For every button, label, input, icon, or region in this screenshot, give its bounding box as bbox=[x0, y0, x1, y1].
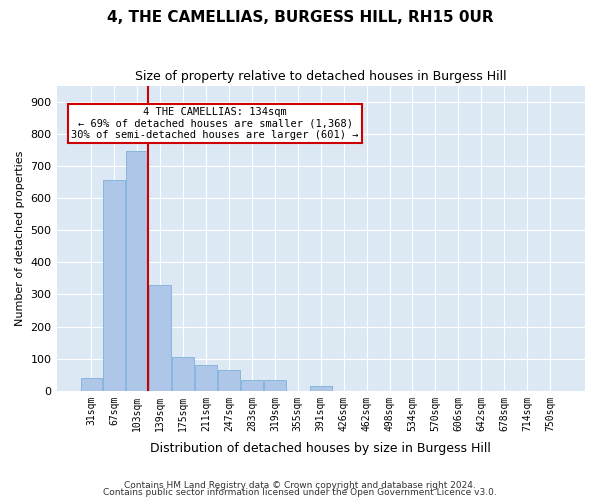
Title: Size of property relative to detached houses in Burgess Hill: Size of property relative to detached ho… bbox=[135, 70, 506, 83]
Bar bbox=[149, 285, 171, 391]
Text: 4, THE CAMELLIAS, BURGESS HILL, RH15 0UR: 4, THE CAMELLIAS, BURGESS HILL, RH15 0UR bbox=[107, 10, 493, 25]
Text: Contains HM Land Registry data © Crown copyright and database right 2024.: Contains HM Land Registry data © Crown c… bbox=[124, 480, 476, 490]
Text: 4 THE CAMELLIAS: 134sqm
← 69% of detached houses are smaller (1,368)
30% of semi: 4 THE CAMELLIAS: 134sqm ← 69% of detache… bbox=[71, 107, 359, 140]
Bar bbox=[218, 370, 240, 391]
Bar bbox=[172, 357, 194, 391]
Bar bbox=[310, 386, 332, 391]
Bar bbox=[241, 380, 263, 391]
X-axis label: Distribution of detached houses by size in Burgess Hill: Distribution of detached houses by size … bbox=[151, 442, 491, 455]
Bar bbox=[103, 180, 125, 391]
Bar bbox=[195, 365, 217, 391]
Bar bbox=[264, 380, 286, 391]
Bar bbox=[127, 152, 148, 391]
Bar bbox=[80, 378, 103, 391]
Y-axis label: Number of detached properties: Number of detached properties bbox=[15, 150, 25, 326]
Text: Contains public sector information licensed under the Open Government Licence v3: Contains public sector information licen… bbox=[103, 488, 497, 497]
